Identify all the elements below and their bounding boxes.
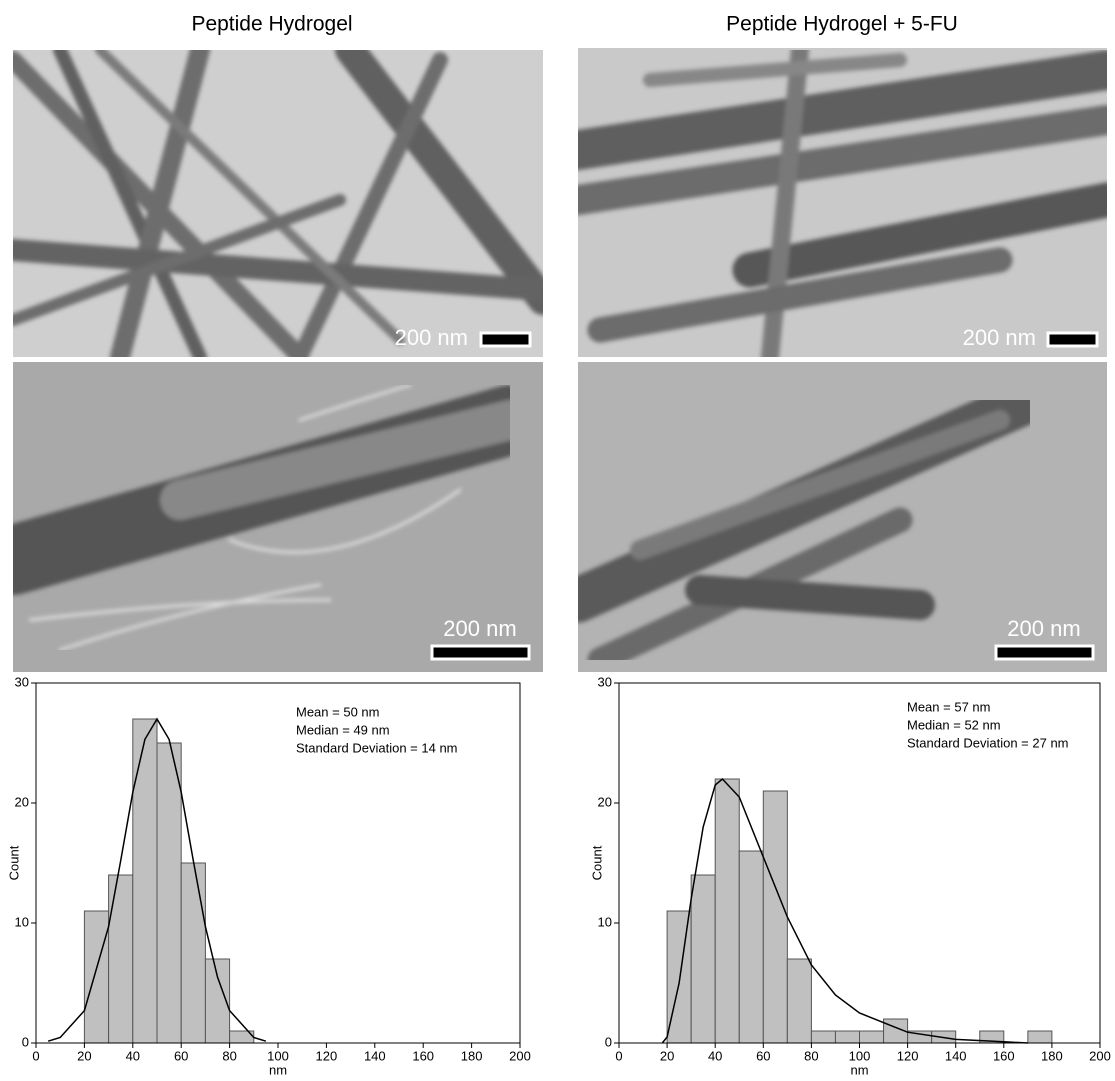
x-tick-label: 80 bbox=[222, 1048, 236, 1063]
histogram-bar bbox=[738, 850, 764, 1044]
x-tick-label: 40 bbox=[708, 1048, 722, 1063]
annotation: Mean = 50 nm bbox=[296, 704, 379, 719]
x-tick-label: 0 bbox=[615, 1048, 622, 1063]
fit-curve bbox=[47, 717, 267, 1042]
scale-label: 200 nm bbox=[963, 325, 1036, 350]
annotation: Median = 49 nm bbox=[296, 722, 390, 737]
x-tick-label: 160 bbox=[412, 1048, 434, 1063]
micrograph bbox=[558, 41, 1115, 366]
histogram-bar bbox=[714, 778, 740, 1044]
histogram-bar bbox=[83, 910, 110, 1044]
panel-title: Peptide Hydrogel bbox=[191, 13, 352, 36]
annotation: Mean = 57 nm bbox=[907, 699, 990, 714]
y-tick-label: 20 bbox=[15, 794, 29, 809]
y-tick-label: 30 bbox=[15, 674, 29, 689]
micrograph bbox=[555, 362, 1107, 673]
y-axis-label: Count bbox=[589, 845, 604, 880]
y-tick-label: 30 bbox=[598, 674, 612, 689]
x-tick-label: 60 bbox=[174, 1048, 188, 1063]
x-tick-label: 120 bbox=[897, 1048, 919, 1063]
x-tick-label: 140 bbox=[364, 1048, 386, 1063]
x-tick-label: 60 bbox=[756, 1048, 770, 1063]
micrograph bbox=[0, 362, 545, 672]
annotation: Standard Deviation = 14 nm bbox=[296, 740, 458, 755]
histogram-bar bbox=[859, 1030, 885, 1044]
histogram-bar bbox=[132, 718, 158, 1044]
x-axis-label: nm bbox=[269, 1062, 287, 1077]
y-tick-label: 0 bbox=[22, 1034, 29, 1049]
x-tick-label: 160 bbox=[993, 1048, 1015, 1063]
x-tick-label: 20 bbox=[660, 1048, 674, 1063]
scale-label: 200 nm bbox=[443, 616, 516, 641]
histogram-bar bbox=[810, 1030, 836, 1044]
histogram-bar bbox=[762, 790, 788, 1044]
histogram-bar bbox=[834, 1030, 861, 1044]
histogram-bar bbox=[180, 862, 206, 1044]
scale-label: 200 nm bbox=[1007, 616, 1080, 641]
x-tick-label: 100 bbox=[267, 1048, 289, 1063]
y-tick-label: 10 bbox=[598, 914, 612, 929]
histogram-bar bbox=[156, 742, 182, 1044]
panel-title: Peptide Hydrogel + 5-FU bbox=[726, 13, 958, 36]
x-tick-label: 40 bbox=[126, 1048, 140, 1063]
x-axis-label: nm bbox=[850, 1062, 868, 1077]
histogram-bar bbox=[690, 874, 716, 1044]
micrograph bbox=[2, 35, 558, 367]
x-tick-label: 120 bbox=[316, 1048, 338, 1063]
fit-curve bbox=[661, 777, 1028, 1044]
y-tick-label: 20 bbox=[598, 794, 612, 809]
x-tick-label: 100 bbox=[849, 1048, 871, 1063]
annotation: Median = 52 nm bbox=[907, 717, 1001, 732]
scale-label: 200 nm bbox=[395, 325, 468, 350]
y-axis-label: Count bbox=[6, 845, 21, 880]
x-tick-label: 180 bbox=[1041, 1048, 1063, 1063]
histogram-bar bbox=[1027, 1030, 1053, 1044]
x-tick-label: 200 bbox=[509, 1048, 531, 1063]
y-tick-label: 0 bbox=[605, 1034, 612, 1049]
x-tick-label: 80 bbox=[804, 1048, 818, 1063]
x-tick-label: 200 bbox=[1089, 1048, 1111, 1063]
annotation: Standard Deviation = 27 nm bbox=[907, 735, 1069, 750]
y-tick-label: 10 bbox=[15, 914, 29, 929]
x-tick-label: 140 bbox=[945, 1048, 967, 1063]
x-tick-label: 180 bbox=[461, 1048, 483, 1063]
x-tick-label: 0 bbox=[32, 1048, 39, 1063]
histogram-bar bbox=[786, 958, 812, 1044]
x-tick-label: 20 bbox=[77, 1048, 91, 1063]
histogram-bar bbox=[108, 874, 134, 1044]
